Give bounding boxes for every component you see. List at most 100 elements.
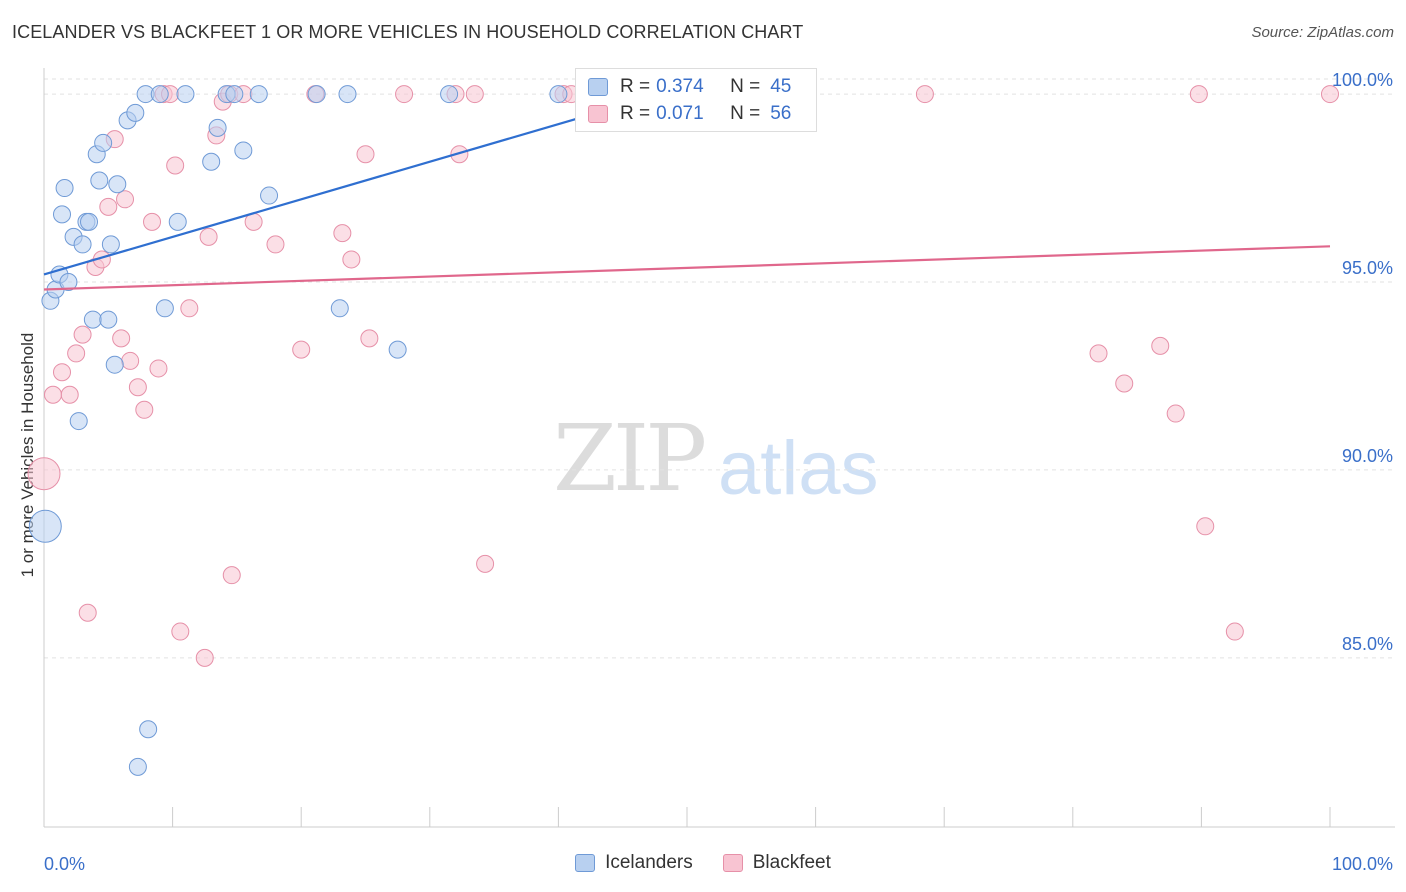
icelanders-point [150,85,169,104]
icelanders-point [249,85,268,104]
blackfeet-point [60,385,79,404]
icelanders-point [307,85,326,104]
blackfeet-point [915,85,934,104]
icelanders-point [101,235,120,254]
icelanders-point [126,103,145,122]
legend-item-icelanders[interactable]: Icelanders [575,852,693,874]
blackfeet-point [1089,344,1108,363]
icelanders-point [83,310,102,329]
watermark-zip: ZIP [553,405,707,512]
blackfeet-swatch [588,105,608,123]
icelanders-point [108,175,127,194]
blackfeet-point [1321,85,1339,104]
stats-row-icelanders: R = 0.374 N = 45 [588,74,791,100]
blackfeet-point [112,329,131,348]
icelanders-point [225,85,244,104]
icelanders-point [208,118,227,137]
blackfeet-point [356,145,375,164]
blackfeet-legend-label: Blackfeet [752,852,831,873]
icelanders-n-value: 45 [770,76,792,97]
blackfeet-point [53,363,72,382]
icelanders-trend-line [43,93,662,276]
blackfeet-point [135,400,154,419]
r-label: R = [620,76,651,97]
blackfeet-point [465,85,484,104]
icelanders-point [139,720,158,739]
blackfeet-point [166,156,185,175]
blackfeet-n-value: 56 [770,103,792,124]
source-label: Source: ZipAtlas.com [1251,24,1394,41]
icelanders-point [234,141,253,160]
icelanders-point [53,205,72,224]
icelanders-point [168,212,187,231]
blackfeet-point [1189,85,1208,104]
blackfeet-point [128,378,147,397]
icelanders-point [155,299,174,318]
blackfeet-legend-swatch [722,854,743,872]
r-label: R = [620,103,651,124]
y-tick-label: 90.0% [1342,446,1393,466]
icelanders-point [202,152,221,171]
blackfeet-point [1225,622,1244,641]
n-label: N = [730,103,761,124]
blackfeet-point [44,385,63,404]
icelanders-point [55,179,74,198]
icelanders-point [549,85,568,104]
watermark-atlas: atlas [718,426,879,511]
blackfeet-point [78,603,97,622]
blackfeet-point [1196,517,1215,536]
icelanders-point [388,340,407,359]
y-tick-label: 100.0% [1332,70,1393,90]
blackfeet-point [143,212,162,231]
icelanders-swatch [588,78,608,96]
blackfeet-point [67,344,86,363]
blackfeet-point [342,250,361,269]
chart-title: ICELANDER VS BLACKFEET 1 OR MORE VEHICLE… [12,22,804,42]
blackfeet-trend-line [43,245,1331,291]
blackfeet-point [27,457,61,491]
icelanders-point [90,171,109,190]
icelanders-point [440,85,459,104]
icelanders-point [73,235,92,254]
icelanders-point [59,273,78,291]
blackfeet-point [222,566,241,585]
icelanders-point [330,299,349,318]
blackfeet-point [116,190,135,209]
n-label: N = [730,76,761,97]
x-tick-label: 0.0% [44,854,85,874]
stats-row-blackfeet: R = 0.071 N = 56 [588,101,791,127]
blackfeet-point [476,554,495,573]
y-tick-label: 85.0% [1342,634,1393,654]
blackfeet-point [171,622,190,641]
icelanders-point [338,85,357,104]
icelanders-point [94,133,113,152]
legend-item-blackfeet[interactable]: Blackfeet [722,852,831,874]
icelanders-legend-swatch [575,854,596,872]
blackfeet-point [121,351,140,370]
y-tick-label: 95.0% [1342,258,1393,278]
blackfeet-point [292,340,311,359]
blackfeet-point [266,235,285,254]
blackfeet-r-value: 0.071 [656,103,704,124]
icelanders-point [105,355,124,374]
icelanders-point [176,85,195,104]
blackfeet-point [395,85,414,104]
series-legend: Icelanders Blackfeet [0,852,1406,874]
icelanders-point [260,186,279,205]
icelanders-point [69,412,88,431]
icelanders-point [128,757,147,776]
blackfeet-point [199,227,218,246]
x-tick-label: 100.0% [1332,854,1393,874]
blackfeet-point [180,299,199,318]
stats-legend: R = 0.374 N = 45 R = 0.071 N = 56 [575,68,817,132]
icelanders-point [99,310,118,329]
icelanders-point [80,212,99,231]
icelanders-legend-label: Icelanders [605,852,693,873]
blackfeet-point [149,359,168,378]
blackfeet-point [333,224,352,243]
blackfeet-point [99,197,118,216]
icelanders-point [28,509,62,543]
icelanders-r-value: 0.374 [656,76,704,97]
blackfeet-point [195,648,214,667]
